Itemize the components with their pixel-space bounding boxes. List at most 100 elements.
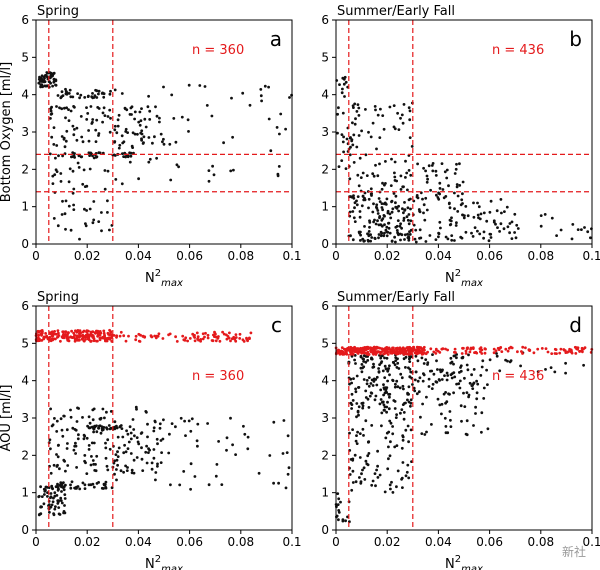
black-point (403, 238, 406, 241)
black-point (378, 162, 381, 166)
black-point (383, 183, 386, 187)
black-point (364, 396, 368, 399)
black-point (403, 201, 406, 204)
black-point (434, 174, 438, 177)
red-point (71, 335, 75, 339)
black-point (395, 207, 399, 210)
black-point (375, 205, 378, 209)
x-tick-label: 0.02 (74, 249, 101, 263)
red-point (403, 352, 406, 356)
red-point (419, 350, 423, 354)
black-point (85, 472, 89, 475)
black-point (515, 223, 519, 227)
red-point (359, 349, 363, 353)
black-point (136, 132, 139, 136)
black-point (444, 401, 447, 405)
black-point (100, 425, 104, 429)
black-point (412, 223, 416, 227)
black-point (106, 468, 110, 472)
black-point (88, 167, 92, 171)
black-point (64, 199, 68, 203)
black-point (360, 370, 364, 374)
red-point (578, 349, 582, 353)
black-point (177, 165, 181, 169)
black-point (355, 374, 359, 378)
black-point (232, 168, 235, 172)
red-point (206, 336, 210, 340)
black-point (365, 379, 369, 382)
red-point (84, 338, 87, 341)
black-point (95, 89, 99, 93)
red-point (134, 338, 138, 342)
black-point (461, 180, 465, 184)
y-tick-label: 3 (321, 411, 329, 425)
black-point (178, 483, 182, 487)
black-point (351, 143, 355, 147)
black-point (263, 84, 267, 88)
black-point (394, 356, 398, 359)
black-point (114, 178, 118, 181)
black-point (361, 401, 365, 405)
black-point (406, 463, 410, 467)
red-point (66, 339, 70, 342)
black-point (570, 237, 574, 241)
black-point (172, 117, 176, 120)
x-tick-label: 0.04 (125, 535, 152, 549)
black-point (54, 83, 58, 87)
black-point (37, 494, 41, 498)
black-point (90, 455, 93, 458)
black-point (486, 383, 489, 386)
black-point (361, 427, 365, 431)
black-point (391, 491, 395, 494)
black-point (207, 483, 211, 487)
panel-letter: a (270, 27, 282, 51)
black-point (368, 225, 371, 229)
red-point (376, 351, 379, 354)
panel-title: Summer/Early Fall (337, 290, 455, 305)
black-point (453, 191, 456, 195)
red-point (36, 329, 40, 333)
black-point (152, 456, 156, 460)
black-point (196, 422, 200, 426)
red-point (108, 328, 111, 332)
red-point (139, 333, 142, 337)
black-point (62, 481, 65, 484)
black-point (339, 500, 342, 504)
red-point (390, 351, 394, 355)
red-point (188, 337, 192, 340)
black-point (129, 154, 133, 158)
red-point (195, 331, 199, 335)
red-point (446, 348, 449, 352)
red-point (494, 349, 498, 353)
black-point (127, 440, 131, 444)
black-point (357, 106, 361, 110)
black-point (55, 453, 58, 456)
black-point (476, 382, 480, 386)
black-point (349, 136, 352, 139)
black-point (361, 406, 365, 410)
black-point (160, 451, 164, 454)
black-point (135, 456, 139, 459)
y-tick-label: 1 (21, 486, 29, 500)
black-point (71, 426, 75, 430)
black-point (286, 472, 290, 476)
black-point (138, 110, 142, 114)
black-point (69, 95, 73, 99)
black-point (399, 372, 403, 376)
black-point (353, 122, 357, 126)
black-point (444, 195, 448, 198)
black-point (550, 216, 554, 220)
black-point (69, 228, 73, 232)
black-point (217, 440, 221, 443)
black-point (364, 153, 368, 157)
red-point (408, 353, 411, 356)
black-point (398, 224, 402, 228)
red-point (134, 334, 138, 338)
black-point (42, 502, 46, 506)
black-point (407, 106, 411, 110)
black-point (458, 162, 461, 166)
black-point (403, 233, 407, 237)
black-point (370, 357, 374, 361)
red-point (432, 350, 436, 354)
black-point (514, 236, 518, 240)
